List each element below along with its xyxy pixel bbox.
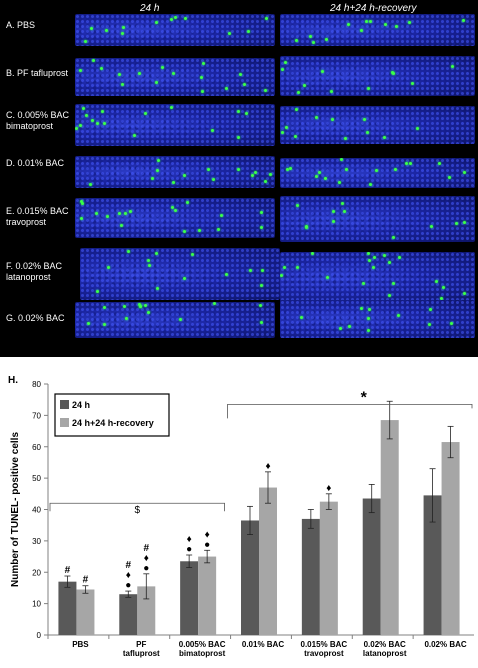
y-tick-label: 50 (32, 474, 41, 483)
y-tick-label: 60 (32, 443, 41, 452)
significance-mark: # (126, 560, 132, 571)
y-tick-label: 20 (32, 568, 41, 577)
legend-swatch (60, 400, 69, 409)
x-tick-label: tafluprost (123, 649, 160, 658)
legend-swatch (60, 418, 69, 427)
significance-mark: ● (204, 539, 210, 550)
x-tick-label: 0.02% BAC (364, 640, 406, 649)
dollar-bracket (49, 502, 225, 512)
y-tick-label: 0 (37, 631, 42, 640)
bar (76, 589, 95, 635)
x-tick-label: 0.02% BAC (424, 640, 466, 649)
bar (441, 442, 460, 635)
x-tick-label: PF (136, 640, 146, 649)
x-tick-label: bimatoprost (179, 649, 226, 658)
x-tick-label: latanoprost (363, 649, 407, 658)
significance-mark: # (144, 543, 150, 554)
x-tick-label: PBS (72, 640, 89, 649)
bar (319, 501, 338, 635)
bar (180, 561, 199, 635)
micrograph-image (280, 106, 475, 144)
significance-mark: ● (186, 544, 192, 555)
significance-mark: ♦ (265, 461, 270, 472)
row-label-c: C. 0.005% BAC bimatoprost (6, 110, 70, 131)
y-tick-label: 70 (32, 411, 41, 420)
bar (259, 487, 277, 635)
significance-mark: # (65, 565, 71, 576)
y-tick-label: 80 (32, 380, 41, 389)
micrograph-image (80, 248, 280, 300)
micrograph-image (75, 14, 275, 46)
significance-mark: ♦ (205, 529, 210, 540)
micrograph-image (75, 104, 275, 146)
micrograph-image (75, 58, 275, 96)
star-bracket (227, 403, 473, 419)
row-label-e: E. 0.015% BAC travoprost (6, 206, 69, 227)
bar (58, 581, 77, 635)
bar (423, 495, 442, 635)
micrograph-image (75, 156, 275, 188)
column-header-recovery: 24 h+24 h-recovery (330, 3, 417, 14)
significance-mark: ♦ (187, 534, 192, 545)
micrograph-image (280, 196, 475, 242)
bar (137, 586, 156, 635)
row-label-a: A. PBS (6, 20, 36, 30)
y-tick-label: 10 (32, 600, 41, 609)
significance-mark: ● (143, 563, 149, 574)
row-label-g: G. 0.02% BAC (6, 313, 65, 323)
x-tick-label: travoprost (304, 649, 344, 658)
micrograph-image (75, 302, 275, 338)
star-mark: * (361, 389, 368, 406)
y-tick-label: 40 (32, 506, 41, 515)
row-label-b: B. PF tafluprost (6, 68, 69, 78)
micrograph-image (280, 300, 475, 338)
bar (198, 556, 217, 635)
bar (362, 498, 381, 635)
significance-mark: # (83, 575, 89, 586)
y-tick-label: 30 (32, 537, 41, 546)
x-tick-label: 0.015% BAC (301, 640, 348, 649)
micrograph-image (280, 252, 475, 302)
micrograph-panel: 24 h 24 h+24 h-recovery A. PBS B. PF taf… (0, 0, 478, 357)
column-header-24h: 24 h (140, 3, 160, 14)
dollar-mark: $ (135, 505, 141, 516)
x-tick-label: 0.005% BAC (179, 640, 226, 649)
significance-mark: ♦ (126, 570, 131, 581)
legend-label: 24 h+24 h-recovery (72, 418, 154, 428)
tunel-bar-chart: H. 0 10 20 30 40 50 60 70 80 Number of TUNEL- posi… (8, 375, 474, 658)
micrograph-image (75, 198, 275, 238)
bar (301, 518, 320, 635)
x-tick-label: 0.01% BAC (242, 640, 284, 649)
bar (380, 420, 399, 635)
bar (241, 520, 259, 635)
y-axis-label: Number of TUNEL- positive cells (10, 432, 21, 587)
bar (119, 594, 138, 635)
row-label-d: D. 0.01% BAC (6, 158, 65, 168)
micrograph-image (280, 14, 475, 46)
legend-label: 24 h (72, 400, 90, 410)
micrograph-image (280, 158, 475, 188)
legend-box (54, 393, 170, 437)
panel-label: H. (8, 375, 18, 386)
significance-mark: ♦ (326, 483, 331, 494)
significance-mark: ♦ (144, 553, 149, 564)
significance-mark: ● (125, 580, 131, 591)
micrograph-image (280, 56, 475, 96)
row-label-f: F. 0.02% BAC latanoprost (6, 261, 63, 282)
